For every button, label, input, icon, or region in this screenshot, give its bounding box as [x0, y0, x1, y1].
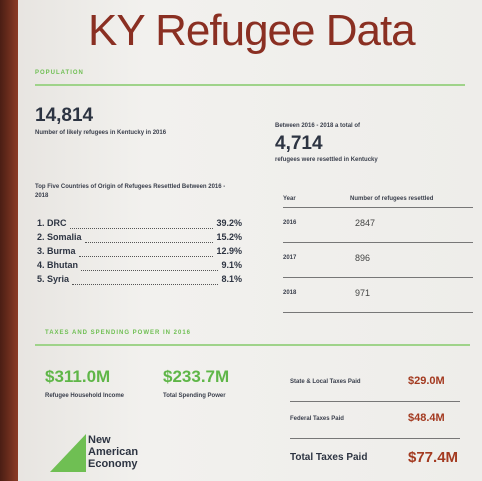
leader: [81, 260, 218, 271]
count: 971: [355, 288, 370, 298]
stat-value: $233.7M: [163, 367, 229, 387]
tax-label: Federal Taxes Paid: [290, 416, 344, 422]
tax-row: Total Taxes Paid $77.4M: [290, 439, 460, 475]
country: 3. Burma: [37, 246, 76, 260]
stat-label: Refugee Household Income: [45, 393, 135, 399]
country: 2. Somalia: [37, 232, 82, 246]
section-heading: POPULATION: [35, 70, 84, 76]
share: 8.1%: [221, 274, 242, 288]
count: 896: [355, 253, 370, 263]
year: 2016: [283, 220, 296, 226]
tax-table: State & Local Taxes Paid $29.0M Federal Ta…: [290, 365, 460, 475]
table-header: Number of refugees resettled: [350, 196, 433, 202]
stat-label: Total Spending Power: [163, 393, 226, 399]
photo-edge: [0, 0, 18, 481]
country: 1. DRC: [37, 218, 67, 232]
stat-value: $311.0M: [45, 367, 110, 387]
share: 12.9%: [216, 246, 242, 260]
table-row: 2016 2847: [283, 208, 473, 243]
tax-label: Total Taxes Paid: [290, 452, 367, 463]
list-heading: Top Five Countries of Origin of Refugees…: [35, 183, 235, 201]
table-row: 2017 896: [283, 243, 473, 278]
country: 5. Syria: [37, 274, 69, 288]
document: KY Refugee Data POPULATION 14,814 Number…: [0, 0, 482, 481]
stat-value: 4,714: [275, 133, 323, 155]
share: 39.2%: [216, 218, 242, 232]
leader: [72, 274, 218, 285]
stat-value: 14,814: [35, 105, 93, 127]
tax-value: $77.4M: [408, 449, 458, 466]
list-row: 4. Bhutan 9.1%: [37, 260, 242, 274]
leader: [85, 232, 214, 243]
divider: [35, 344, 470, 346]
list-row: 1. DRC 39.2%: [37, 218, 242, 232]
stat-intro: Between 2016 - 2018 a total of: [275, 123, 360, 129]
table-header: Year: [283, 196, 296, 202]
country: 4. Bhutan: [37, 260, 78, 274]
table-row: 2018 971: [283, 278, 473, 313]
list-row: 5. Syria 8.1%: [37, 274, 242, 288]
list-row: 3. Burma 12.9%: [37, 246, 242, 260]
logo-mark: [48, 432, 88, 474]
count: 2847: [355, 218, 375, 228]
stat-label: refugees were resettled in Kentucky: [275, 157, 378, 163]
tax-row: Federal Taxes Paid $48.4M: [290, 402, 460, 439]
share: 15.2%: [216, 232, 242, 246]
year-table: 2016 2847 2017 896 2018 971: [283, 208, 473, 313]
logo-text: New American Economy: [88, 434, 158, 470]
tax-value: $29.0M: [408, 375, 445, 387]
share: 9.1%: [221, 260, 242, 274]
tax-row: State & Local Taxes Paid $29.0M: [290, 365, 460, 402]
list-row: 2. Somalia 15.2%: [37, 232, 242, 246]
tax-value: $48.4M: [408, 412, 445, 424]
tax-label: State & Local Taxes Paid: [290, 379, 361, 385]
title: KY Refugee Data: [88, 6, 415, 56]
leader: [70, 218, 214, 229]
divider: [35, 84, 465, 86]
stat-label: Number of likely refugees in Kentucky in…: [35, 130, 166, 136]
leader: [79, 246, 214, 257]
year: 2017: [283, 255, 296, 261]
section-heading: TAXES AND SPENDING POWER IN 2016: [45, 330, 191, 336]
year: 2018: [283, 290, 296, 296]
